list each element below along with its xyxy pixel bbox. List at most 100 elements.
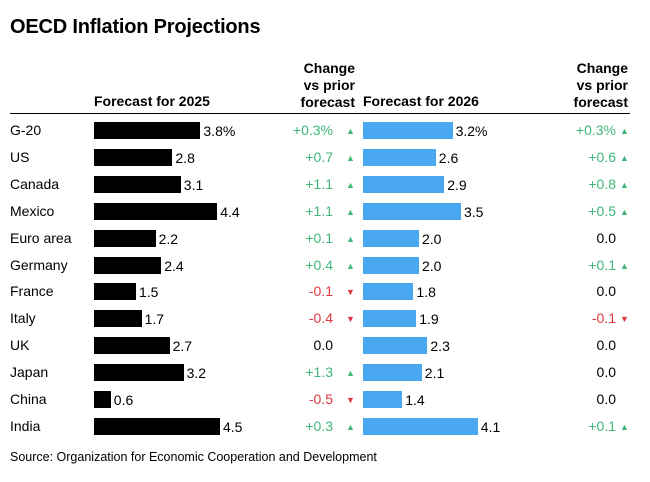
bar-2025 (94, 202, 218, 220)
up-arrow-icon: ▲ (346, 152, 355, 163)
change-2025: +0.7 (305, 148, 333, 165)
country-label: China (10, 391, 47, 407)
header-forecast-2026: Forecast for 2026 (363, 93, 479, 109)
bar-2026 (363, 202, 461, 220)
value-2026: 1.4 (405, 392, 425, 408)
bar-2025 (94, 337, 170, 355)
value-2026: 2.9 (447, 176, 467, 193)
bar-2026 (363, 310, 417, 328)
value-2025: 1.5 (139, 284, 159, 301)
up-arrow-icon: ▲ (346, 206, 355, 217)
change-2025: +0.3% (292, 122, 333, 138)
change-2026: 0.0 (596, 229, 616, 246)
change-2026: +0.3% (575, 122, 616, 138)
source-note: Source: Organization for Economic Cooper… (10, 450, 377, 464)
value-2025: 3.2 (186, 365, 207, 382)
down-arrow-icon: ▼ (346, 287, 355, 298)
value-2025: 3.1 (183, 176, 204, 193)
bar-2026 (363, 175, 445, 193)
value-2026: 3.2% (455, 123, 488, 139)
country-label: Japan (10, 364, 49, 381)
change-2026: 0.0 (596, 283, 616, 300)
header-change-2026-line1: Change (576, 60, 628, 76)
bar-2026 (363, 337, 428, 355)
bar-2025 (94, 148, 173, 166)
bar-2025 (94, 256, 162, 274)
header-change-2026-line3: forecast (573, 94, 628, 110)
value-2025: 4.4 (220, 203, 240, 220)
value-2026: 2.1 (424, 365, 445, 382)
change-2025: +1.1 (305, 202, 333, 219)
value-2025: 2.8 (175, 149, 195, 166)
down-arrow-icon: ▼ (346, 395, 355, 405)
value-2026: 2.0 (422, 257, 442, 274)
bar-2026 (363, 256, 419, 274)
bar-2025 (94, 417, 220, 435)
header-change-2026: Change vs prior forecast (523, 60, 628, 111)
change-2025: +0.4 (305, 256, 333, 273)
country-label: UK (10, 337, 30, 354)
bar-2025 (94, 175, 181, 193)
change-2025: +1.1 (305, 175, 333, 192)
change-2026: 0.0 (596, 391, 616, 407)
bar-2025 (94, 391, 111, 408)
bar-2025 (94, 122, 201, 139)
change-2026: 0.0 (596, 337, 616, 354)
bar-2025 (94, 229, 156, 247)
value-2025: 3.8% (203, 123, 236, 139)
country-label: Germany (10, 256, 68, 273)
up-arrow-icon: ▲ (620, 126, 629, 136)
bar-2026 (363, 283, 414, 301)
change-2025: -0.4 (308, 310, 333, 327)
change-2025: +1.3 (305, 364, 333, 381)
value-2025: 1.7 (144, 311, 165, 328)
change-2026: 0.0 (596, 364, 616, 381)
down-arrow-icon: ▼ (346, 314, 355, 325)
value-2026: 4.1 (480, 418, 501, 435)
change-2026: -0.1 (591, 310, 616, 327)
change-2025: +0.3 (305, 417, 333, 434)
bar-2025 (94, 283, 136, 301)
change-2026: +0.1 (588, 417, 616, 434)
value-2026: 1.9 (419, 311, 439, 328)
bar-2026 (363, 417, 478, 435)
up-arrow-icon: ▲ (346, 126, 355, 136)
bar-2025 (94, 310, 142, 328)
bar-2026 (363, 229, 419, 247)
up-arrow-icon: ▲ (620, 421, 629, 432)
header-change-2025: Change vs prior forecast (250, 60, 355, 111)
header-rule (10, 113, 630, 114)
change-2026: +0.5 (588, 202, 616, 219)
up-arrow-icon: ▲ (346, 368, 355, 379)
up-arrow-icon: ▲ (620, 179, 629, 190)
value-2025: 0.6 (113, 392, 134, 408)
value-2025: 2.7 (172, 338, 193, 355)
up-arrow-icon: ▲ (346, 421, 355, 432)
header-forecast-2025: Forecast for 2025 (94, 93, 210, 109)
up-arrow-icon: ▲ (346, 260, 355, 271)
change-2026: +0.6 (588, 148, 616, 165)
change-2025: -0.1 (308, 283, 333, 300)
up-arrow-icon: ▲ (346, 233, 355, 244)
up-arrow-icon: ▲ (346, 179, 355, 190)
value-2025: 2.2 (158, 230, 179, 247)
value-2026: 2.3 (430, 338, 450, 355)
value-2026: 1.8 (416, 284, 436, 301)
value-2025: 4.5 (223, 418, 243, 435)
country-label: Canada (10, 175, 60, 192)
up-arrow-icon: ▲ (620, 206, 629, 217)
up-arrow-icon: ▲ (620, 260, 629, 271)
country-label: G-20 (10, 122, 42, 138)
change-2026: +0.1 (588, 256, 616, 273)
bar-2026 (363, 364, 422, 382)
bar-2026 (363, 148, 436, 166)
chart-title: OECD Inflation Projections (10, 16, 261, 38)
change-2026: +0.8 (588, 175, 616, 192)
up-arrow-icon: ▲ (620, 152, 629, 163)
country-label: Euro area (10, 229, 72, 246)
value-2026: 2.0 (422, 230, 442, 247)
change-2025: -0.5 (308, 391, 333, 407)
country-label: Italy (10, 310, 36, 327)
down-arrow-icon: ▼ (620, 314, 629, 325)
